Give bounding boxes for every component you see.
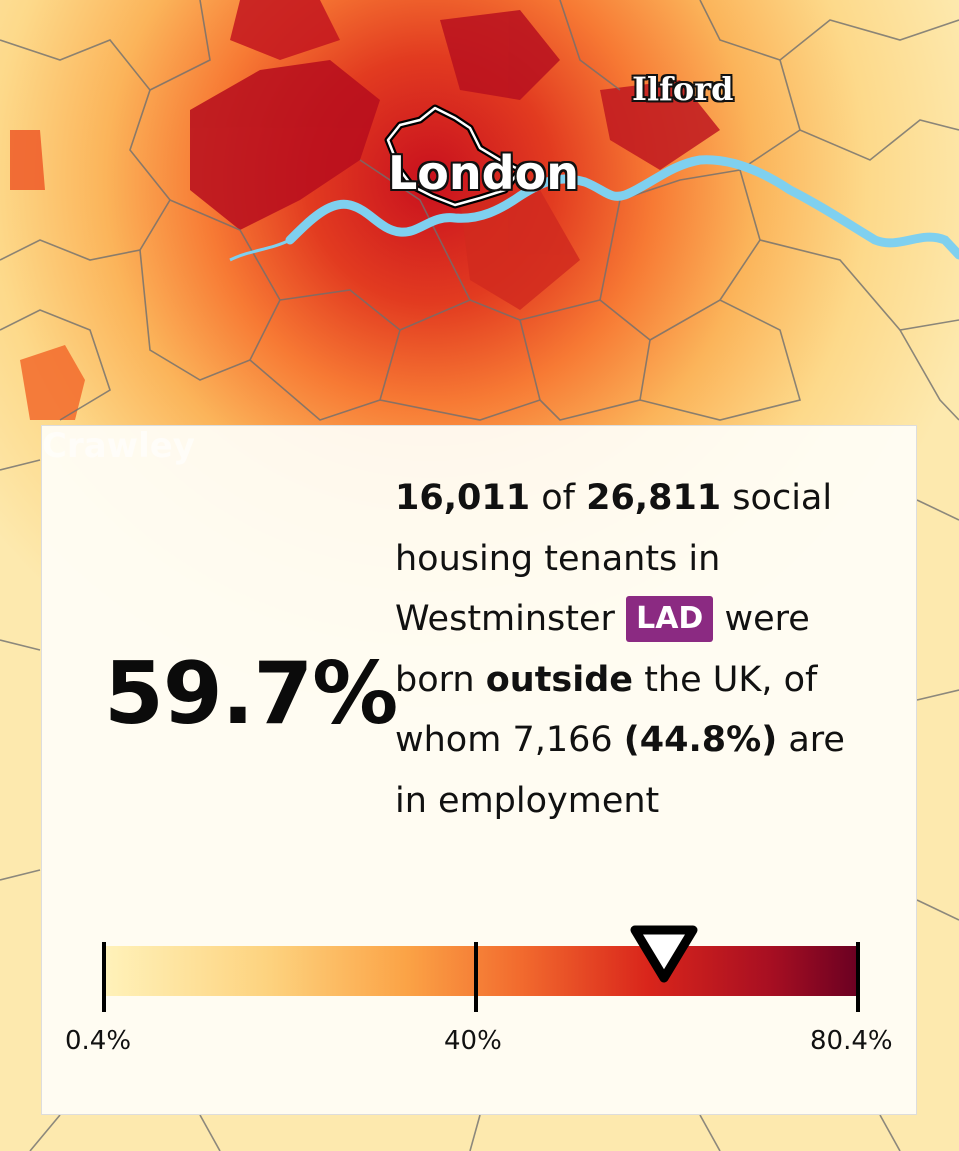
legend-mid-label: 40% [444, 1026, 502, 1056]
area-name: Westminster [395, 599, 615, 639]
of-word: of [541, 478, 575, 518]
employed-text: are in employment [395, 720, 845, 821]
river-thames [285, 155, 959, 260]
uk-text: the UK, of whom 7,166 [395, 659, 818, 761]
legend-tick-min [102, 942, 106, 1012]
outside-emphasis: outside [485, 659, 634, 700]
area-type-badge: LAD [626, 596, 714, 642]
total-value: 26,811 [586, 478, 722, 518]
population-text: social housing tenants in [395, 478, 833, 579]
legend-value-marker-icon [630, 925, 698, 983]
river-thames-west [229, 238, 291, 262]
legend-max-label: 80.4% [810, 1026, 893, 1056]
place-label-london: London [388, 146, 579, 200]
legend-tick-mid [474, 942, 478, 1012]
headline-percentage: 59.7% [104, 644, 398, 744]
info-panel: Crawley 59.7% 16,011 of 26,811 social ho… [41, 425, 917, 1115]
legend-min-label: 0.4% [65, 1026, 132, 1056]
description-text: 16,011 of 26,811 social housing tenants … [395, 468, 855, 831]
count-value: 16,011 [395, 478, 531, 518]
employed-percentage: (44.8%) [623, 720, 778, 760]
selected-area-inner-outline [386, 106, 522, 207]
legend-tick-max [856, 942, 860, 1012]
legend-color-bar [104, 946, 860, 996]
high-value-areas [10, 0, 720, 420]
place-label-ilford: Ilford [632, 70, 734, 108]
born-text: were born [395, 599, 810, 700]
place-label-crawley: Crawley [42, 426, 195, 466]
